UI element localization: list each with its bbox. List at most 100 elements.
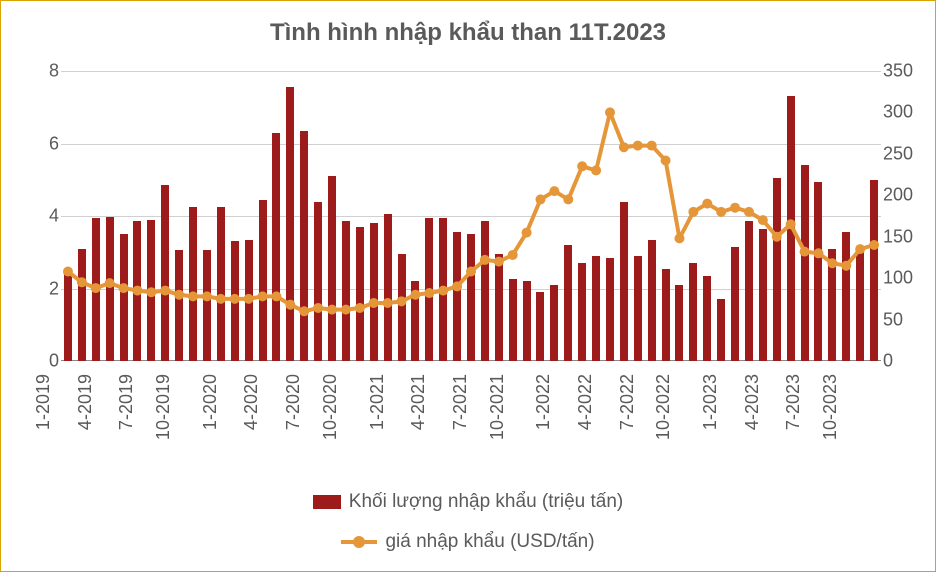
y-left-tick: 0 — [49, 351, 59, 372]
price-marker — [244, 294, 254, 304]
price-marker — [119, 283, 129, 293]
price-marker — [800, 247, 810, 257]
price-marker — [202, 291, 212, 301]
x-tick: 4-2022 — [575, 374, 596, 430]
y-left-tick: 2 — [49, 278, 59, 299]
price-marker — [855, 244, 865, 254]
x-tick: 1-2020 — [200, 374, 221, 430]
price-marker — [730, 203, 740, 213]
price-marker — [522, 228, 532, 238]
x-tick: 7-2021 — [450, 374, 471, 430]
price-marker — [424, 288, 434, 298]
x-tick: 4-2021 — [408, 374, 429, 430]
price-marker — [369, 298, 379, 308]
price-marker — [188, 291, 198, 301]
price-marker — [146, 287, 156, 297]
price-marker — [772, 232, 782, 242]
price-marker — [716, 207, 726, 217]
price-marker — [397, 296, 407, 306]
y-right-tick: 100 — [883, 268, 913, 289]
price-marker — [494, 257, 504, 267]
price-marker — [258, 291, 268, 301]
x-tick: 10-2023 — [820, 374, 841, 440]
y-left-tick: 4 — [49, 206, 59, 227]
x-tick: 4-2023 — [742, 374, 763, 430]
x-tick: 1-2023 — [700, 374, 721, 430]
price-marker — [758, 215, 768, 225]
price-marker — [688, 207, 698, 217]
price-marker — [508, 250, 518, 260]
price-marker — [77, 277, 87, 287]
price-marker — [633, 141, 643, 151]
x-tick: 4-2019 — [75, 374, 96, 430]
price-marker — [702, 199, 712, 209]
price-marker — [563, 194, 573, 204]
chart-title: Tình hình nhập khẩu than 11T.2023 — [1, 19, 935, 47]
y-left-tick: 8 — [49, 61, 59, 82]
price-marker — [841, 261, 851, 271]
price-marker — [105, 278, 115, 288]
chart-container: Tình hình nhập khẩu than 11T.2023 02468 … — [0, 0, 936, 572]
x-tick: 7-2023 — [783, 374, 804, 430]
price-marker — [383, 298, 393, 308]
x-tick: 10-2022 — [653, 374, 674, 440]
price-marker — [271, 291, 281, 301]
x-tick: 1-2022 — [533, 374, 554, 430]
price-marker — [813, 248, 823, 258]
price-marker — [661, 155, 671, 165]
x-tick: 10-2019 — [153, 374, 174, 440]
price-marker — [299, 306, 309, 316]
price-marker — [577, 161, 587, 171]
x-tick: 1-2019 — [33, 374, 54, 430]
price-marker — [827, 258, 837, 268]
y-axis-left: 02468 — [31, 71, 59, 361]
price-marker — [786, 219, 796, 229]
x-tick: 1-2021 — [366, 374, 387, 430]
x-tick: 4-2020 — [241, 374, 262, 430]
price-marker — [549, 186, 559, 196]
y-right-tick: 350 — [883, 61, 913, 82]
plot-area — [61, 71, 881, 361]
x-tick: 10-2020 — [320, 374, 341, 440]
price-marker — [466, 267, 476, 277]
y-right-tick: 250 — [883, 143, 913, 164]
y-right-tick: 0 — [883, 351, 893, 372]
x-tick: 7-2019 — [116, 374, 137, 430]
y-right-tick: 150 — [883, 226, 913, 247]
price-marker — [327, 305, 337, 315]
x-axis-labels: 1-20194-20197-201910-20191-20204-20207-2… — [61, 366, 881, 486]
y-right-tick: 50 — [883, 309, 903, 330]
price-marker — [619, 142, 629, 152]
price-marker — [480, 255, 490, 265]
price-marker — [605, 107, 615, 117]
y-left-tick: 6 — [49, 133, 59, 154]
y-right-tick: 200 — [883, 185, 913, 206]
price-marker — [744, 207, 754, 217]
price-marker — [132, 286, 142, 296]
price-marker — [591, 165, 601, 175]
legend-label-line: giá nhập khẩu (USD/tấn) — [385, 531, 594, 553]
price-marker — [216, 294, 226, 304]
price-marker — [285, 300, 295, 310]
price-marker — [313, 303, 323, 313]
price-marker — [341, 305, 351, 315]
price-marker — [160, 286, 170, 296]
price-marker — [355, 303, 365, 313]
legend-swatch-bar — [313, 495, 341, 509]
price-marker — [230, 294, 240, 304]
y-right-tick: 300 — [883, 102, 913, 123]
price-marker — [91, 283, 101, 293]
x-tick: 7-2020 — [283, 374, 304, 430]
price-marker — [674, 233, 684, 243]
legend-swatch-line — [341, 535, 377, 549]
price-marker — [63, 267, 73, 277]
y-axis-right: 050100150200250300350 — [883, 71, 923, 361]
price-marker — [869, 240, 879, 250]
price-marker — [535, 194, 545, 204]
price-marker — [410, 290, 420, 300]
price-marker — [647, 141, 657, 151]
x-tick: 10-2021 — [487, 374, 508, 440]
legend-row-2: giá nhập khẩu (USD/tấn) — [1, 531, 935, 554]
line-overlay — [61, 71, 881, 361]
price-marker — [452, 281, 462, 291]
